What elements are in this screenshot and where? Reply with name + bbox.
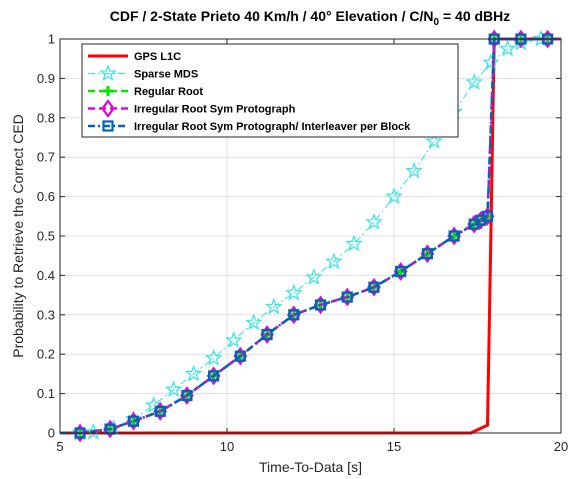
- data-point: [449, 231, 460, 241]
- legend-entry: Irregular Root Sym Protograph: [88, 99, 296, 118]
- legend-marker: [102, 120, 114, 132]
- y-tick-label: 0.4: [37, 268, 55, 283]
- y-tick-label: 0: [48, 426, 55, 441]
- data-point: [234, 350, 246, 362]
- data-point: [421, 248, 433, 260]
- series-layer: [60, 29, 561, 443]
- y-tick-label: 0.1: [37, 386, 55, 401]
- legend-entry: Regular Root: [88, 86, 203, 98]
- chart-title-end: = 40 dBHz: [439, 8, 510, 24]
- data-point: [405, 161, 423, 179]
- legend-marker: [99, 64, 117, 81]
- data-point: [164, 380, 183, 398]
- data-point: [144, 396, 163, 413]
- data-point: [385, 187, 403, 205]
- data-point: [184, 364, 203, 382]
- y-tick-label: 0.6: [37, 189, 55, 204]
- x-tick-label: 20: [554, 439, 568, 454]
- data-point: [264, 297, 283, 315]
- data-point: [481, 210, 494, 222]
- data-point: [425, 132, 443, 149]
- legend-box: [81, 43, 459, 138]
- legend-marker: [103, 86, 113, 96]
- data-point: [224, 331, 243, 348]
- legend-label: Irregular Root Sym Protograph: [134, 104, 296, 116]
- chart-title-main: CDF / 2-State Prieto 40 Km/h / 40° Eleva…: [110, 8, 434, 24]
- y-tick-label: 0.5: [37, 229, 55, 244]
- legend-entry: Sparse MDS: [88, 64, 198, 81]
- data-point: [465, 73, 483, 90]
- legend-label: Irregular Root Sym Protograph/ Interleav…: [134, 121, 411, 133]
- data-point: [305, 268, 323, 285]
- y-tick-label: 1: [48, 32, 55, 47]
- chart-title-subscript: 0: [434, 17, 440, 28]
- data-point: [368, 281, 380, 293]
- data-point: [208, 370, 220, 382]
- legend-marker: [101, 99, 115, 118]
- data-point: [104, 423, 116, 435]
- data-point: [365, 212, 383, 230]
- data-point: [261, 328, 273, 341]
- data-point: [285, 283, 303, 301]
- data-point: [395, 266, 406, 277]
- data-point: [244, 313, 263, 331]
- y-tick-label: 0.3: [37, 307, 55, 322]
- legend-label: GPS L1C: [134, 51, 181, 63]
- data-point: [127, 415, 140, 427]
- chart-title: CDF / 2-State Prieto 40 Km/h / 40° Eleva…: [110, 8, 511, 28]
- data-point: [498, 39, 517, 57]
- data-point: [204, 348, 223, 366]
- data-point: [395, 265, 407, 278]
- series-line: [60, 38, 561, 434]
- legend-label: Sparse MDS: [134, 69, 198, 81]
- data-point: [325, 252, 343, 270]
- series-line: [60, 37, 561, 435]
- legend-entry: Irregular Root Sym Protograph/ Interleav…: [88, 120, 411, 133]
- data-point: [482, 53, 500, 71]
- legend-label: Regular Root: [134, 86, 203, 98]
- y-axis-label: Probability to Retrieve the Correct CED: [10, 114, 26, 358]
- y-tick-label: 0.8: [37, 110, 55, 125]
- x-ticks: 5 10 15 20: [56, 39, 568, 454]
- data-point: [181, 389, 193, 402]
- x-tick-label: 5: [56, 439, 63, 454]
- legend: GPS L1C Sparse MDS Regular Root Irregular R…: [81, 43, 459, 138]
- data-point: [341, 291, 353, 303]
- data-point: [288, 309, 300, 321]
- x-tick-label: 10: [220, 439, 234, 454]
- x-axis-label: Time-To-Data [s]: [259, 459, 362, 475]
- y-tick-label: 0.2: [37, 347, 55, 362]
- data-point: [314, 299, 327, 311]
- x-tick-label: 15: [387, 439, 401, 454]
- legend-entry: GPS L1C: [88, 51, 181, 63]
- y-tick-label: 0.7: [37, 150, 55, 165]
- data-point: [345, 234, 363, 252]
- y-ticks: 0 0.1 0.2 0.3 0.4 0.5 0.6 0.7 0.8 0.9 1: [37, 32, 561, 441]
- y-tick-label: 0.9: [37, 71, 55, 86]
- data-point: [154, 405, 166, 417]
- data-point: [448, 230, 460, 242]
